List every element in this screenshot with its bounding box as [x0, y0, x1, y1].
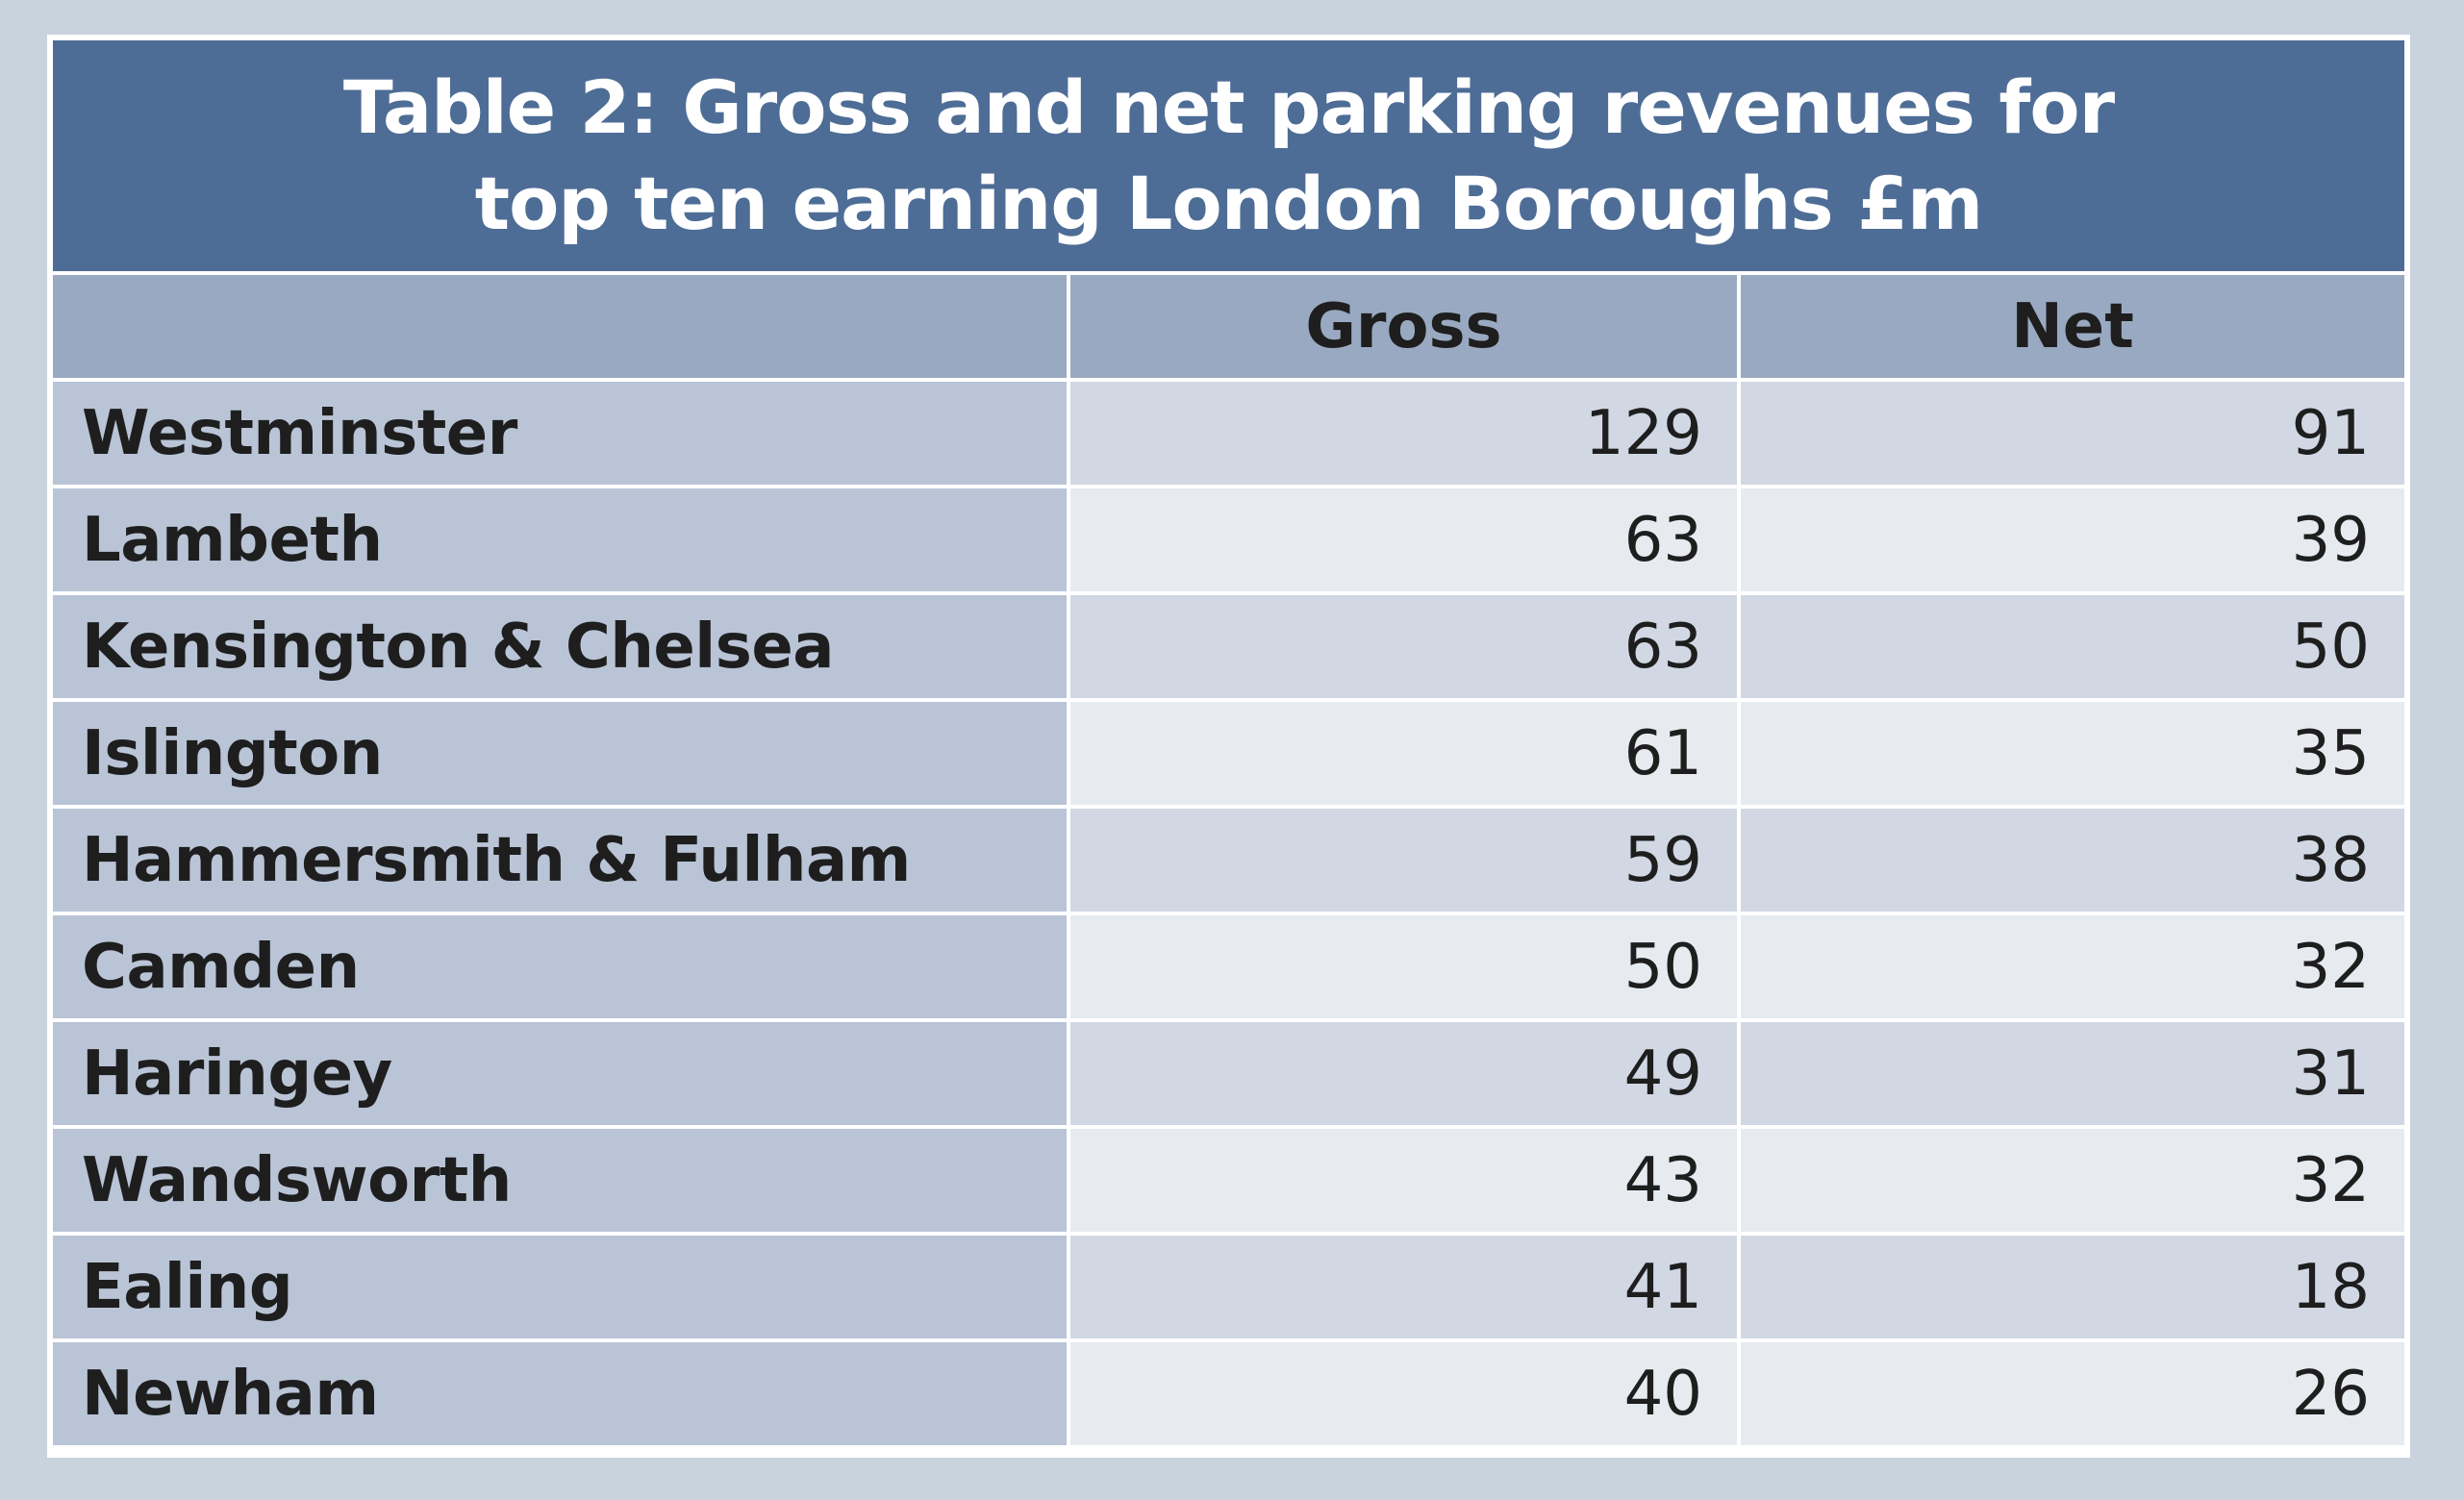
- row-borough: Newham: [53, 1342, 1067, 1445]
- row-gross: 41: [1070, 1236, 1737, 1338]
- row-borough: Wandsworth: [53, 1129, 1067, 1232]
- row-gross: 59: [1070, 809, 1737, 912]
- row-gross: 63: [1070, 595, 1737, 698]
- row-net: 38: [1741, 809, 2404, 912]
- column-header-gross: Gross: [1070, 275, 1737, 378]
- row-borough: Camden: [53, 915, 1067, 1018]
- revenue-table: Table 2: Gross and net parking revenues …: [47, 35, 2410, 1458]
- row-net: 32: [1741, 915, 2404, 1018]
- row-net: 18: [1741, 1236, 2404, 1338]
- row-net: 31: [1741, 1022, 2404, 1125]
- column-header-borough: [53, 275, 1067, 378]
- row-gross: 50: [1070, 915, 1737, 1018]
- row-borough: Westminster: [53, 382, 1067, 485]
- row-gross: 49: [1070, 1022, 1737, 1125]
- row-net: 39: [1741, 488, 2404, 591]
- row-gross: 40: [1070, 1342, 1737, 1445]
- row-gross: 63: [1070, 488, 1737, 591]
- row-borough: Kensington & Chelsea: [53, 595, 1067, 698]
- table-title: Table 2: Gross and net parking revenues …: [53, 40, 2404, 271]
- row-borough: Lambeth: [53, 488, 1067, 591]
- table-grid: Gross Net Westminster 129 91 Lambeth 63 …: [53, 275, 2404, 1445]
- row-net: 32: [1741, 1129, 2404, 1232]
- row-net: 50: [1741, 595, 2404, 698]
- row-borough: Ealing: [53, 1236, 1067, 1338]
- row-net: 91: [1741, 382, 2404, 485]
- row-borough: Hammersmith & Fulham: [53, 809, 1067, 912]
- row-gross: 129: [1070, 382, 1737, 485]
- row-gross: 43: [1070, 1129, 1737, 1232]
- row-gross: 61: [1070, 702, 1737, 805]
- row-borough: Haringey: [53, 1022, 1067, 1125]
- table-title-line-1: Table 2: Gross and net parking revenues …: [342, 64, 2115, 150]
- column-header-net: Net: [1741, 275, 2404, 378]
- row-net: 26: [1741, 1342, 2404, 1445]
- row-net: 35: [1741, 702, 2404, 805]
- table-title-line-2: top ten earning London Boroughs £m: [474, 161, 1983, 246]
- row-borough: Islington: [53, 702, 1067, 805]
